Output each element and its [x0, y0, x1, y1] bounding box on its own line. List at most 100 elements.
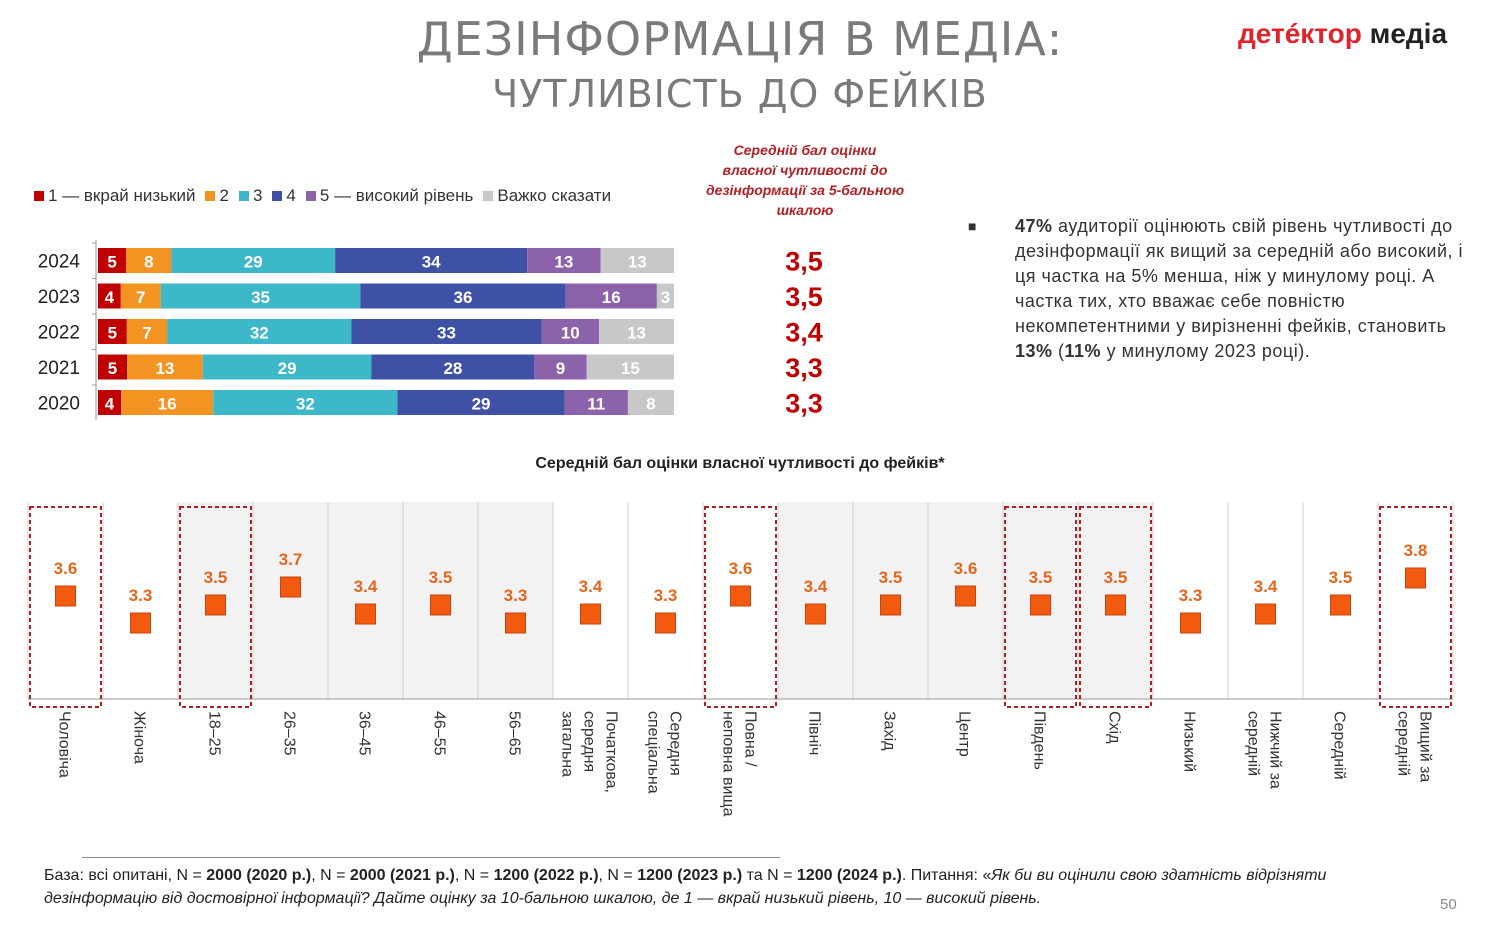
category-label-group: 26–35	[281, 711, 298, 756]
bar-segment	[126, 248, 172, 273]
legend-swatch	[305, 191, 316, 201]
bar-segment	[213, 390, 398, 415]
bar-segment	[371, 354, 535, 380]
category-label: Південь	[1031, 711, 1048, 770]
bar-value-label: 4	[105, 395, 115, 414]
dot-marker	[730, 585, 751, 607]
bar-value-label: 5	[108, 324, 117, 343]
category-label-group: Повна / неповна вища	[720, 711, 759, 817]
legend-swatch	[238, 191, 249, 201]
bar-value-label: 34	[422, 253, 441, 272]
dot-value-label: 3.6	[54, 559, 78, 578]
dot-value-label: 3.3	[1179, 586, 1203, 605]
highlight-box	[704, 506, 777, 708]
legend-item: 5 — високий рівень	[305, 186, 473, 206]
bar-segment	[656, 283, 674, 309]
dot-marker	[1405, 567, 1426, 589]
bar-category-label: 2022	[38, 323, 80, 344]
bar-segment	[397, 390, 565, 415]
category-label: Середня	[667, 711, 684, 776]
dot-marker	[955, 585, 976, 607]
dot-marker	[55, 585, 76, 607]
bar-segment	[534, 354, 587, 380]
bar-segment	[360, 283, 566, 309]
legend-label: 1 — вкрай низький	[48, 186, 196, 205]
bar-segment	[351, 319, 542, 344]
bar-value-label: 5	[107, 253, 116, 272]
bar-segment	[600, 248, 674, 273]
bar-value-label: 29	[278, 359, 297, 378]
bar-segment	[541, 319, 600, 344]
category-label: Середній	[1331, 711, 1348, 780]
legend-label: 3	[252, 186, 263, 205]
highlight-box	[1379, 506, 1452, 708]
bar-segment	[127, 354, 203, 380]
category-label: Нижчий за	[1267, 711, 1284, 789]
category-label: середня	[581, 711, 598, 772]
bar-segment	[627, 390, 674, 415]
highlight-box	[29, 506, 102, 708]
bar-value-label: 29	[244, 253, 263, 272]
bar-value-label: 5	[108, 359, 117, 378]
bar-value-label: 10	[561, 324, 580, 343]
bar-value-label: 16	[602, 288, 621, 307]
mean-score-value: 3,5	[785, 282, 823, 312]
category-label: 56–65	[506, 711, 523, 756]
dot-value-label: 3.7	[279, 550, 303, 569]
bar-category-label: 2024	[38, 252, 81, 273]
bar-segment	[98, 354, 128, 380]
category-label: Чоловіча	[56, 711, 73, 778]
mean-score-value: 3,5	[785, 247, 823, 277]
logo-part-2: медіа	[1369, 18, 1448, 49]
dot-marker	[1180, 612, 1201, 634]
dot-value-label: 3.4	[579, 577, 603, 596]
category-label-group: Середня спеціальна	[645, 711, 684, 794]
highlight-box	[1004, 506, 1077, 708]
bar-value-label: 32	[296, 395, 315, 414]
dot-marker	[580, 603, 601, 625]
dot-marker	[880, 594, 901, 616]
category-label: середній	[1395, 711, 1412, 776]
bar-value-label: 7	[142, 324, 151, 343]
dot-chart: 3.6 Чоловіча 3.3 Жіноча 3.5 18–25 3.7 26–35 3.4 3…	[27, 502, 1454, 817]
dot-value-label: 3.3	[504, 586, 528, 605]
dot-marker	[205, 594, 226, 616]
category-label-group: Середній	[1331, 711, 1348, 780]
bar-segment	[121, 390, 214, 415]
legend-label: Важко сказати	[497, 186, 612, 205]
category-label-group: Початкова, середня загальна	[559, 711, 620, 793]
bar-segment	[335, 248, 528, 273]
bar-value-label: 7	[136, 288, 145, 307]
shaded-column	[253, 502, 328, 699]
category-label-group: Південь	[1031, 711, 1048, 770]
category-label-group: Нижчий за середній	[1245, 711, 1284, 789]
highlight-box	[1079, 506, 1152, 708]
legend-item: 3	[238, 186, 263, 206]
category-label-group: Вищий за середній	[1395, 711, 1434, 782]
category-label: Вищий за	[1417, 711, 1434, 782]
category-label-group: 36–45	[356, 711, 373, 756]
dot-value-label: 3.4	[1254, 577, 1278, 596]
category-label: Низький	[1181, 711, 1198, 772]
category-label-group: Низький	[1181, 711, 1198, 772]
legend-item: 2	[205, 186, 229, 206]
dot-marker	[655, 612, 676, 634]
category-label-group: Чоловіча	[56, 711, 73, 778]
dot-value-label: 3.6	[954, 559, 978, 578]
bar-segment	[171, 248, 336, 273]
bar-value-label: 8	[646, 395, 655, 414]
category-label-group: Схід	[1106, 711, 1123, 744]
legend-item: Важко сказати	[483, 186, 611, 206]
bar-segment	[160, 283, 361, 309]
category-label: середній	[1245, 711, 1262, 776]
summary-bullet: ■ 47% аудиторії оцінюють свій рівень чут…	[968, 214, 1473, 364]
dot-marker	[1030, 594, 1051, 616]
bar-value-label: 16	[158, 395, 177, 414]
category-label: 18–25	[206, 711, 223, 756]
bullet-marker: ■	[968, 218, 977, 234]
dot-value-label: 3.8	[1404, 541, 1428, 560]
logo: детéктор медіа	[1238, 18, 1447, 50]
dot-value-label: 3.4	[804, 577, 828, 596]
bar-value-label: 33	[437, 324, 456, 343]
category-label: Центр	[956, 711, 973, 757]
